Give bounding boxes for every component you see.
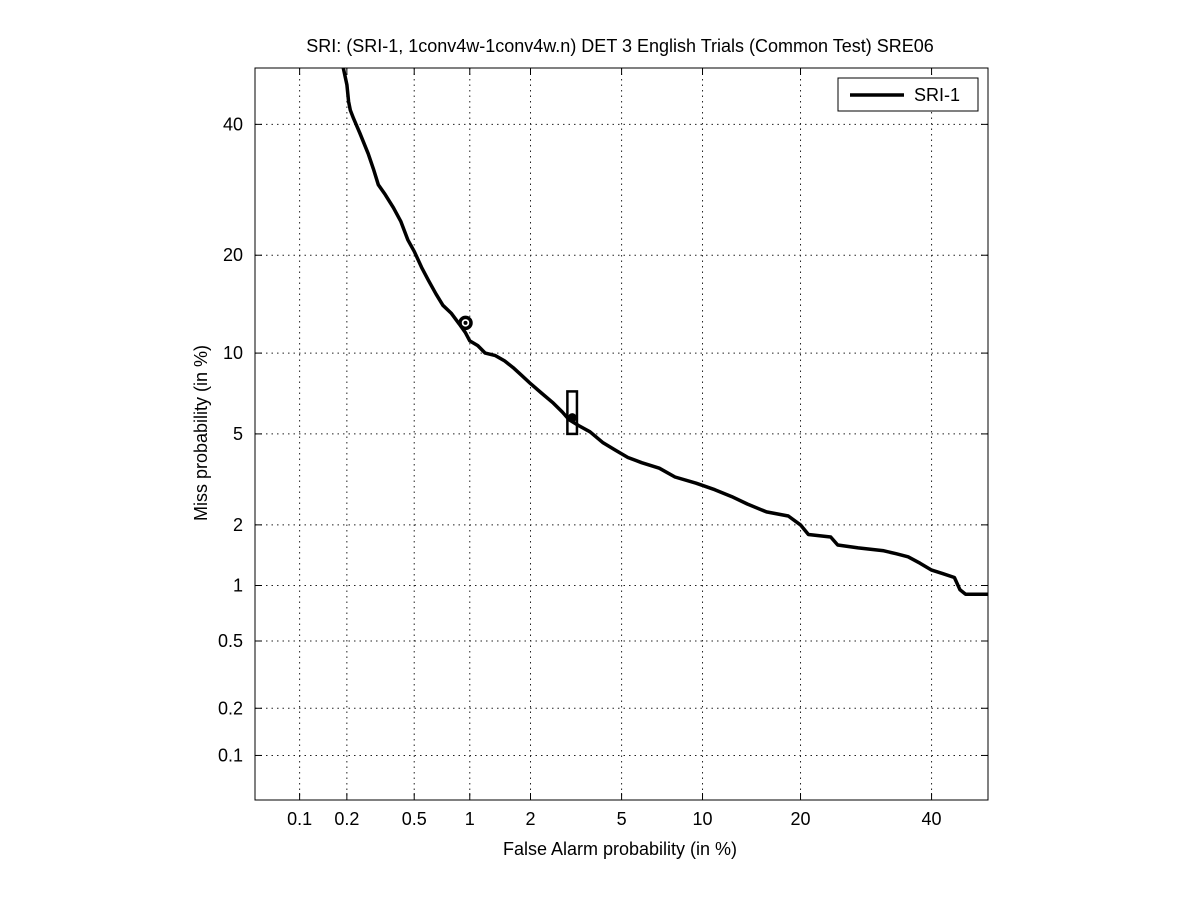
chart-title: SRI: (SRI-1, 1conv4w-1conv4w.n) DET 3 En… — [306, 36, 934, 56]
legend: SRI-1 — [837, 77, 979, 112]
legend-label-sri-1: SRI-1 — [914, 85, 960, 105]
marker-layer — [458, 315, 579, 436]
operating-point-circle — [458, 315, 473, 331]
confidence-box — [566, 390, 579, 436]
operating-point-dot — [463, 320, 468, 325]
y-axis-label: Miss probability (in %) — [191, 345, 211, 521]
y-tick-label: 0.2 — [218, 698, 243, 718]
y-tick-label: 0.5 — [218, 631, 243, 651]
grid-lines — [255, 68, 988, 800]
series-line-sri-1 — [341, 67, 988, 596]
series-layer — [341, 67, 988, 596]
y-tick-label: 20 — [223, 245, 243, 265]
y-tick-label: 0.1 — [218, 745, 243, 765]
y-tick-label: 2 — [233, 515, 243, 535]
y-tick-label: 1 — [233, 576, 243, 596]
x-tick-label: 0.5 — [402, 809, 427, 829]
axis-ticks: 0.1 0.2 0.5 1 2 5 10 20 40 0.1 0.2 0.5 1 2 5 10 20 40 — [218, 68, 988, 829]
x-tick-label: 2 — [525, 809, 535, 829]
y-tick-label: 5 — [233, 424, 243, 444]
x-tick-label: 0.2 — [334, 809, 359, 829]
x-tick-label: 5 — [617, 809, 627, 829]
confidence-box-point — [567, 413, 577, 423]
x-tick-label: 0.1 — [287, 809, 312, 829]
y-tick-label: 10 — [223, 343, 243, 363]
y-tick-label: 40 — [223, 114, 243, 134]
x-axis-label: False Alarm probability (in %) — [503, 839, 737, 859]
x-tick-label: 20 — [791, 809, 811, 829]
x-tick-label: 40 — [922, 809, 942, 829]
x-tick-label: 10 — [693, 809, 713, 829]
x-tick-label: 1 — [465, 809, 475, 829]
